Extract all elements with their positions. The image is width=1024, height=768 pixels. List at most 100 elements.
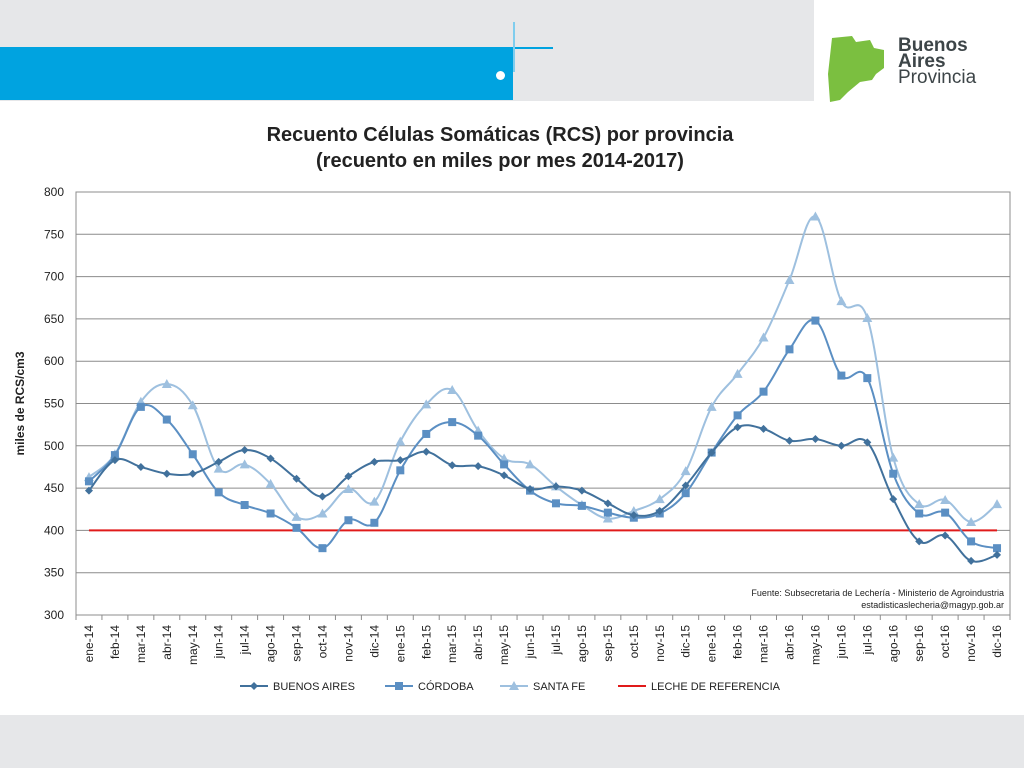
x-tick-label-may-14: may-14 bbox=[186, 625, 200, 665]
x-tick-label-ago-14: ago-14 bbox=[264, 625, 278, 663]
point-santa-fe-dic-15 bbox=[680, 466, 691, 476]
point-c-rdoba-may-16 bbox=[811, 316, 820, 325]
logo-line1: Buenos bbox=[898, 35, 968, 56]
point-buenos-aires-may-15 bbox=[500, 471, 509, 480]
y-tick-label-550: 550 bbox=[44, 397, 64, 411]
point-santa-fe-sep-15 bbox=[602, 513, 613, 523]
y-tick-label-650: 650 bbox=[44, 312, 64, 326]
point-buenos-aires-nov-16 bbox=[967, 556, 976, 565]
point-c-rdoba-feb-15 bbox=[422, 429, 431, 438]
point-c-rdoba-dic-15 bbox=[681, 489, 690, 498]
point-santa-fe-abr-16 bbox=[784, 274, 795, 284]
point-santa-fe-ene-15 bbox=[395, 436, 406, 446]
point-c-rdoba-may-14 bbox=[188, 450, 197, 459]
x-tick-label-sep-15: sep-15 bbox=[601, 625, 615, 662]
x-tick-label-nov-15: nov-15 bbox=[653, 625, 667, 662]
rcs-line-chart: 300 350 400 450 500 550 600 650 700 750 800 ene-14 f… bbox=[13, 185, 1011, 693]
point-buenos-aires-may-14 bbox=[188, 469, 197, 478]
point-buenos-aires-dic-15 bbox=[681, 481, 690, 490]
x-tick-label-mar-15: mar-15 bbox=[445, 625, 459, 663]
point-c-rdoba-jul-16 bbox=[863, 374, 872, 383]
logo-line2: Aires bbox=[898, 51, 946, 72]
point-buenos-aires-abr-15 bbox=[474, 462, 483, 471]
point-buenos-aires-nov-15 bbox=[655, 506, 664, 515]
point-santa-fe-ene-16 bbox=[706, 401, 717, 411]
x-tick-label-oct-14: oct-14 bbox=[315, 625, 329, 659]
x-tick-label-mar-14: mar-14 bbox=[134, 625, 148, 663]
point-santa-fe-nov-14 bbox=[343, 483, 354, 493]
point-c-rdoba-nov-14 bbox=[344, 516, 353, 525]
point-c-rdoba-jun-16 bbox=[837, 371, 846, 380]
point-santa-fe-mar-15 bbox=[447, 384, 458, 394]
x-tick-label-jul-16: jul-16 bbox=[860, 625, 874, 656]
point-buenos-aires-ene-14 bbox=[84, 486, 93, 495]
logo-line3: Provincia bbox=[898, 67, 977, 88]
point-c-rdoba-feb-14 bbox=[110, 451, 119, 460]
point-santa-fe-jun-15 bbox=[525, 459, 536, 469]
point-c-rdoba-mar-14 bbox=[136, 402, 145, 411]
point-santa-fe-sep-14 bbox=[291, 511, 302, 521]
y-tick-label-750: 750 bbox=[44, 227, 64, 241]
x-tick-label-may-16: may-16 bbox=[808, 625, 822, 665]
point-c-rdoba-abr-15 bbox=[474, 431, 483, 440]
y-tick-label-400: 400 bbox=[44, 523, 64, 537]
point-santa-fe-oct-15 bbox=[628, 505, 639, 515]
footer-band bbox=[0, 715, 1024, 768]
series-line-c-rdoba bbox=[88, 318, 998, 550]
point-santa-fe-jun-14 bbox=[213, 463, 224, 473]
point-c-rdoba-ago-16 bbox=[889, 469, 898, 478]
point-santa-fe-dic-14 bbox=[369, 496, 380, 506]
x-tick-label-jun-16: jun-16 bbox=[834, 625, 848, 660]
y-tick-label-600: 600 bbox=[44, 354, 64, 368]
point-santa-fe-jul-14 bbox=[239, 459, 250, 469]
x-tick-label-ene-15: ene-15 bbox=[393, 625, 407, 663]
x-tick-label-oct-15: oct-15 bbox=[627, 625, 641, 659]
x-tick-label-dic-15: dic-15 bbox=[679, 625, 693, 658]
y-tick-label-500: 500 bbox=[44, 439, 64, 453]
x-tick-label-ago-15: ago-15 bbox=[575, 625, 589, 663]
point-buenos-aires-mar-14 bbox=[136, 462, 145, 471]
header-dot bbox=[496, 71, 505, 80]
x-tick-label-oct-16: oct-16 bbox=[938, 625, 952, 659]
point-santa-fe-feb-16 bbox=[732, 368, 743, 378]
x-tick-label-feb-14: feb-14 bbox=[108, 625, 122, 659]
x-tick-label-ago-16: ago-16 bbox=[886, 625, 900, 663]
x-tick-label-abr-15: abr-15 bbox=[471, 625, 485, 660]
point-buenos-aires-ene-16 bbox=[707, 448, 716, 457]
point-c-rdoba-ago-15 bbox=[577, 501, 586, 510]
x-tick-label-ene-14: ene-14 bbox=[82, 625, 96, 663]
point-buenos-aires-oct-16 bbox=[941, 531, 950, 540]
buenos-aires-logo: Buenos Aires Provincia bbox=[826, 34, 996, 104]
x-tick-label-dic-14: dic-14 bbox=[367, 625, 381, 658]
point-buenos-aires-sep-15 bbox=[603, 499, 612, 508]
y-tick-label-350: 350 bbox=[44, 566, 64, 580]
point-c-rdoba-mar-15 bbox=[448, 418, 457, 427]
point-c-rdoba-oct-14 bbox=[318, 544, 327, 553]
x-tick-label-may-15: may-15 bbox=[497, 625, 511, 665]
y-tick-label-700: 700 bbox=[44, 270, 64, 284]
y-tick-label-450: 450 bbox=[44, 481, 64, 495]
legend-marker-santa-fe bbox=[509, 681, 519, 690]
point-santa-fe-jun-16 bbox=[836, 296, 847, 306]
point-santa-fe-jul-16 bbox=[862, 313, 873, 323]
header-accent-bar bbox=[0, 47, 513, 100]
point-buenos-aires-jul-14 bbox=[240, 446, 249, 455]
point-c-rdoba-may-15 bbox=[500, 460, 509, 469]
point-buenos-aires-ago-16 bbox=[889, 495, 898, 504]
point-c-rdoba-abr-14 bbox=[162, 415, 171, 424]
point-buenos-aires-feb-15 bbox=[422, 447, 431, 456]
point-buenos-aires-nov-14 bbox=[344, 472, 353, 481]
x-tick-label-nov-14: nov-14 bbox=[341, 625, 355, 662]
x-tick-label-abr-16: abr-16 bbox=[782, 625, 796, 660]
x-tick-label-jun-15: jun-15 bbox=[523, 625, 537, 660]
chart-title: Recuento Células Somáticas (RCS) por pro… bbox=[200, 122, 800, 174]
point-buenos-aires-jul-16 bbox=[863, 438, 872, 447]
point-buenos-aires-mar-16 bbox=[759, 424, 768, 433]
point-buenos-aires-feb-14 bbox=[110, 456, 119, 465]
point-buenos-aires-abr-14 bbox=[162, 469, 171, 478]
point-santa-fe-may-14 bbox=[187, 400, 198, 410]
series-line-santa-fe bbox=[88, 215, 998, 523]
point-c-rdoba-nov-16 bbox=[967, 537, 976, 546]
point-santa-fe-nov-15 bbox=[654, 494, 665, 504]
x-tick-label-dic-16: dic-16 bbox=[990, 625, 1004, 658]
